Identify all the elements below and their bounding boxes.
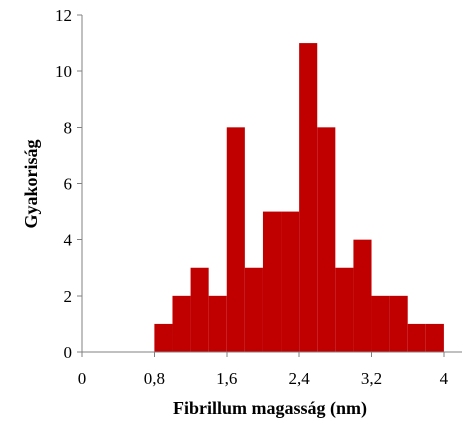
histogram-bar-13 <box>389 295 408 352</box>
x-tick-label-5: 4 <box>440 369 449 388</box>
histogram-bar-6 <box>262 211 282 352</box>
y-tick-label-6: 12 <box>55 6 72 25</box>
histogram-bar-12 <box>371 295 390 352</box>
y-tick-label-4: 8 <box>64 118 73 137</box>
histogram-bar-9 <box>317 127 336 352</box>
y-tick-label-3: 6 <box>64 175 73 194</box>
histogram-bar-3 <box>208 295 227 352</box>
y-tick-label-0: 0 <box>64 343 73 362</box>
bars-layer <box>154 43 444 352</box>
y-tick-label-1: 2 <box>64 287 73 306</box>
x-axis-title: Fibrillum magasság (nm) <box>173 398 367 419</box>
histogram-bar-5 <box>244 267 263 352</box>
x-tick-label-3: 2,4 <box>289 369 311 388</box>
histogram-bar-4 <box>226 127 245 352</box>
histogram-bar-2 <box>190 267 209 352</box>
x-tick-label-2: 1,6 <box>216 369 237 388</box>
x-tick-label-4: 3,2 <box>361 369 382 388</box>
x-tick-label-0: 0 <box>78 369 87 388</box>
histogram-bar-11 <box>353 239 372 352</box>
histogram-bar-14 <box>407 323 426 352</box>
histogram-bar-8 <box>299 43 318 352</box>
histogram-bar-0 <box>154 323 173 352</box>
x-tick-label-1: 0,8 <box>144 369 165 388</box>
histogram-bar-15 <box>425 323 444 352</box>
y-tick-label-2: 4 <box>64 231 73 250</box>
y-axis-title: Gyakoriság <box>21 139 41 228</box>
histogram-bar-10 <box>335 267 354 352</box>
histogram-bar-1 <box>172 295 191 352</box>
ticks-layer: 0 2 4 6 8 10 12 0 0,8 1,6 2,4 3,2 4 <box>55 6 449 388</box>
y-tick-label-5: 10 <box>55 62 72 81</box>
histogram-bar-7 <box>281 211 300 352</box>
